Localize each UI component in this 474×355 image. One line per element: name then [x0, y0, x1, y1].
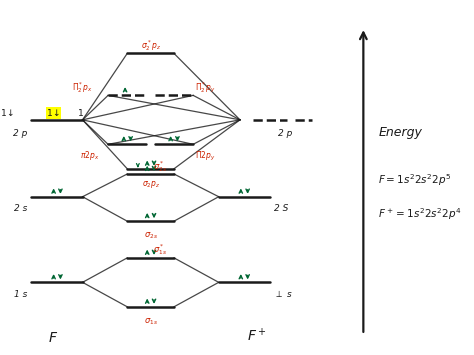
Text: 2 S: 2 S: [274, 204, 288, 213]
Text: $\Pi 2p_{y}$: $\Pi 2p_{y}$: [195, 150, 216, 163]
Text: 1: 1: [78, 109, 84, 118]
Text: $\sigma_{1s}$: $\sigma_{1s}$: [144, 317, 158, 327]
Text: $\sigma^*_{2s}$: $\sigma^*_{2s}$: [153, 159, 167, 174]
Text: $F = 1s^22s^22p^5$: $F = 1s^22s^22p^5$: [378, 173, 451, 189]
Text: $1\!\downarrow$: $1\!\downarrow$: [0, 107, 13, 118]
Text: 2 p: 2 p: [278, 129, 292, 138]
Text: $\sigma^*_{1s}$: $\sigma^*_{1s}$: [153, 242, 167, 257]
Text: Energy: Energy: [378, 126, 422, 138]
Text: $\sigma^*_{2}p_{z}$: $\sigma^*_{2}p_{z}$: [141, 38, 161, 53]
Text: $\Pi^*_{2}p_{x}$: $\Pi^*_{2}p_{x}$: [72, 80, 93, 95]
Text: $\pi 2p_{x}$: $\pi 2p_{x}$: [81, 149, 100, 162]
Text: $F^+ = 1s^22s^22p^4$: $F^+ = 1s^22s^22p^4$: [378, 206, 462, 222]
Text: F: F: [49, 331, 57, 345]
Text: 2 s: 2 s: [14, 204, 27, 213]
Text: $\perp$ s: $\perp$ s: [274, 288, 293, 299]
Text: $\sigma_{2}p_{z}$: $\sigma_{2}p_{z}$: [142, 179, 160, 190]
Text: $1\!\downarrow$: $1\!\downarrow$: [46, 107, 60, 118]
Text: 1 s: 1 s: [14, 290, 27, 299]
Text: $\Pi^*_{2}p_{y}$: $\Pi^*_{2}p_{y}$: [195, 81, 216, 95]
Text: 2 p: 2 p: [13, 129, 27, 138]
Text: $\sigma_{2s}$: $\sigma_{2s}$: [144, 231, 158, 241]
Text: F$^+$: F$^+$: [247, 327, 266, 345]
